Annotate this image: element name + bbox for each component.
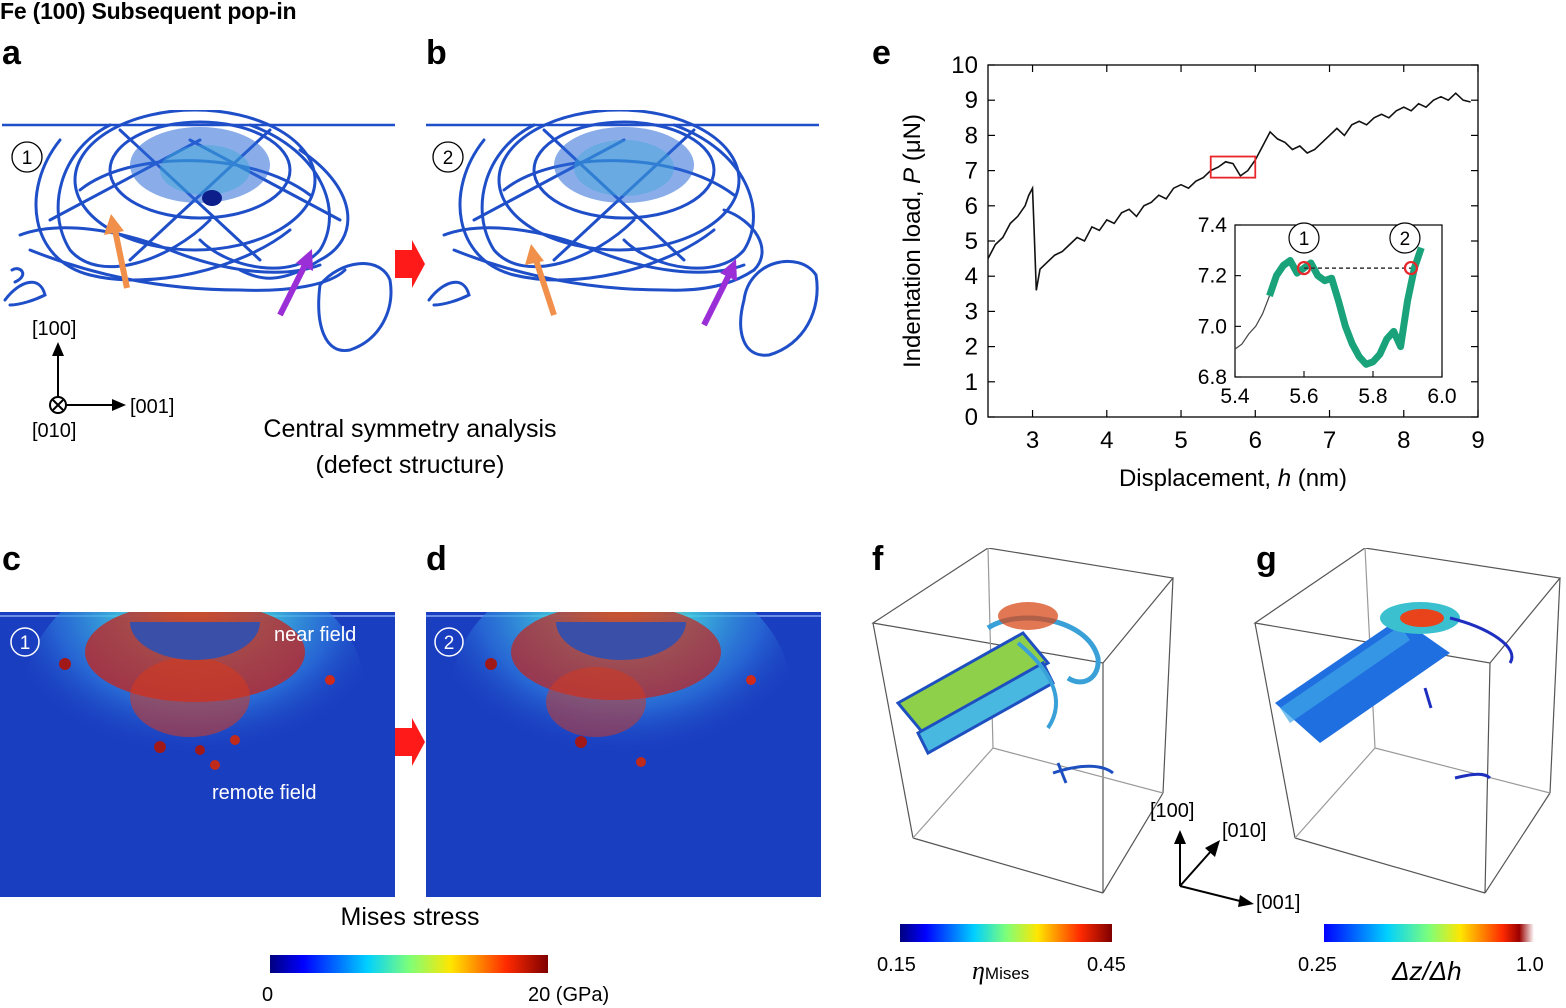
x-tick-label: 3	[1026, 427, 1039, 454]
inset-popin-curve	[1266, 246, 1425, 368]
x-tick-label: 4	[1100, 427, 1113, 454]
y-tick-label: 0	[965, 404, 978, 431]
crystal-axes-fg	[1174, 830, 1254, 907]
marker-one-circle-c	[10, 627, 40, 657]
defect-core-a	[130, 127, 270, 206]
panel-label-d: d	[426, 540, 447, 578]
transition-arrow-cd	[395, 718, 425, 766]
axis-label-010-f: [010]	[1222, 820, 1267, 842]
inset-marker-two-circle	[1389, 222, 1421, 254]
eta-colorbar-min: 0.15	[877, 954, 916, 976]
inset-pre-curve	[1234, 295, 1271, 350]
defect-core-b	[554, 127, 694, 203]
inset-y-tick-label: 7.0	[1198, 315, 1227, 338]
axis-label-001-a: [001]	[130, 396, 175, 418]
marker-two-text-b: 2	[443, 148, 454, 169]
y-tick-label: 5	[965, 228, 978, 255]
crystal-axes-ab	[49, 342, 126, 414]
purple-arrow-b	[701, 259, 737, 327]
inset-y-tick-label: 7.2	[1198, 265, 1227, 288]
x-tick-label: 9	[1471, 427, 1484, 454]
inset-marker-two-text: 2	[1400, 229, 1411, 250]
axis-label-001-f: [001]	[1256, 892, 1301, 914]
x-axis-label: Displacement, h (nm)	[1119, 465, 1347, 492]
remote-field-label: remote field	[212, 782, 317, 804]
dislocation-3d-f	[871, 548, 1175, 894]
y-tick-label: 9	[965, 87, 978, 114]
marker-one-text-c: 1	[20, 633, 31, 654]
dz-colorbar-label: Δz/Δh	[1392, 956, 1462, 986]
near-field-label: near field	[274, 624, 357, 646]
dz-colorbar-max: 1.0	[1516, 954, 1544, 976]
x-tick-label: 6	[1249, 427, 1262, 454]
y-tick-label: 7	[965, 158, 978, 185]
marker-one-text-a: 1	[22, 148, 33, 169]
panel-label-c: c	[2, 540, 21, 578]
load-displacement-chart: 3 4 5 6 7 8 9 0 1 2 3 4 5 6 7 8 9 10 5.4 5.6 5.8 6.0 6.8 7.0…	[899, 52, 1485, 492]
defect-structure-b: 2	[426, 110, 819, 357]
inset-marker-one-circle	[1288, 222, 1320, 254]
displacement-3d-g	[1253, 548, 1562, 894]
mises-stress-map-c: 1	[0, 612, 395, 897]
y-tick-label: 10	[951, 52, 978, 79]
y-axis-label: Indentation load, P (μN)	[899, 114, 926, 368]
inset-y-tick-label: 6.8	[1198, 366, 1227, 389]
inset-marker-one-text: 1	[1299, 229, 1310, 250]
orange-arrow-b	[525, 244, 557, 316]
mises-caption: Mises stress	[340, 903, 480, 931]
inset-x-tick-label: 5.8	[1358, 385, 1387, 408]
csa-caption-line1: Central symmetry analysis	[263, 415, 557, 443]
panel-label-a: a	[2, 34, 21, 72]
panel-label-b: b	[426, 34, 447, 72]
inset-x-tick-label: 5.6	[1289, 385, 1318, 408]
panel-label-g: g	[1256, 540, 1277, 578]
mises-stress-map-d: 2	[426, 612, 821, 897]
inset-point-2	[1403, 260, 1419, 276]
eta-colorbar-max: 0.45	[1087, 954, 1126, 976]
marker-two-circle-b	[432, 141, 464, 173]
mises-colorbar-min: 0	[262, 984, 274, 1006]
marker-one-circle-a	[11, 141, 43, 173]
transition-arrow-ab	[395, 240, 425, 288]
mises-colorbar	[270, 955, 548, 973]
highlight-box	[1209, 155, 1257, 179]
dz-colorbar	[1324, 924, 1534, 942]
axis-label-100-f: [100]	[1150, 800, 1195, 822]
defect-structure-a: 1	[2, 110, 395, 352]
axis-label-010-a: [010]	[32, 420, 77, 442]
mises-colorbar-max: 20 (GPa)	[528, 984, 610, 1006]
y-tick-label: 2	[965, 334, 978, 361]
figure-title: Fe (100) Subsequent pop-in	[0, 0, 297, 24]
eta-colorbar-label: ηMises	[972, 956, 1030, 985]
marker-two-text-d: 2	[444, 633, 455, 654]
inset-y-tick-label: 7.4	[1198, 214, 1228, 237]
y-tick-label: 3	[965, 298, 978, 325]
eta-colorbar	[900, 924, 1112, 942]
panel-label-f: f	[872, 540, 884, 578]
marker-two-circle-d	[434, 627, 464, 657]
y-tick-label: 4	[965, 263, 978, 290]
orange-arrow-a	[104, 214, 130, 289]
x-tick-label: 7	[1323, 427, 1336, 454]
dz-colorbar-min: 0.25	[1298, 954, 1337, 976]
inset-point-1	[1296, 260, 1312, 276]
y-tick-label: 8	[965, 122, 978, 149]
y-tick-label: 1	[965, 369, 978, 396]
x-tick-label: 8	[1397, 427, 1410, 454]
inset-x-tick-label: 6.0	[1427, 385, 1456, 408]
axis-label-100-a: [100]	[32, 318, 77, 340]
y-tick-label: 6	[965, 193, 978, 220]
x-tick-label: 5	[1174, 427, 1187, 454]
inset-x-tick-label: 5.4	[1220, 385, 1250, 408]
panel-label-e: e	[872, 34, 891, 72]
load-displacement-curve	[987, 92, 1471, 291]
purple-arrow-a	[277, 249, 313, 317]
csa-caption-line2: (defect structure)	[315, 451, 505, 479]
